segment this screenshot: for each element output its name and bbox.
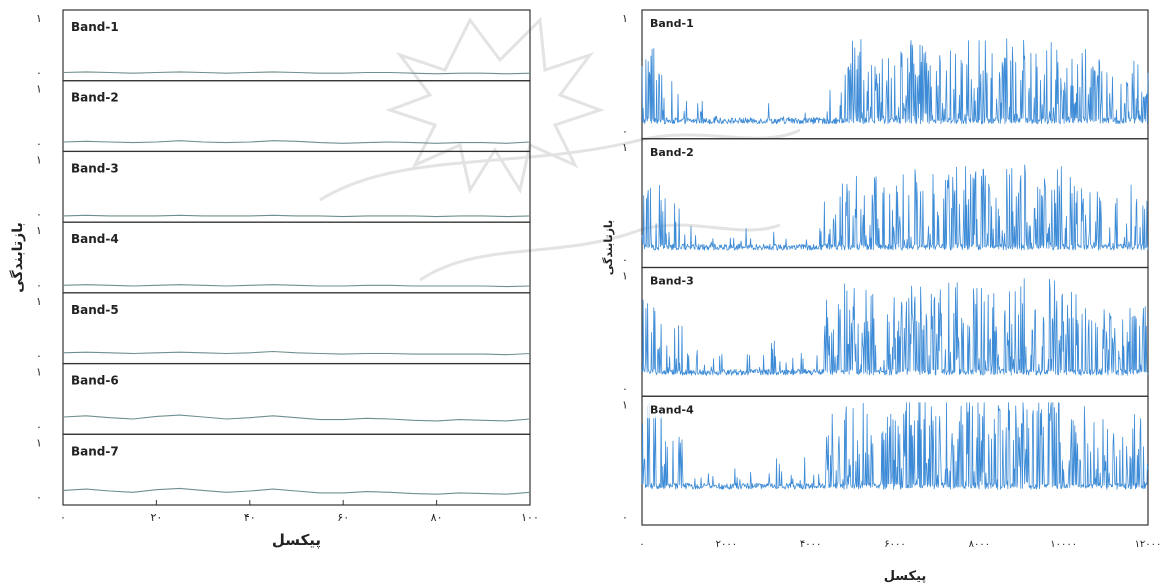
x-tick-label: ۸۰۰۰ (969, 539, 990, 550)
y-axis-label: بازتابندگی (602, 220, 615, 275)
panel-frame (62, 9, 531, 82)
x-tick-label: ۲۰ (150, 511, 162, 524)
y-tick-label: ۱ (622, 12, 628, 25)
y-tick-label: ۰ (36, 491, 42, 504)
x-tick-label: ۰ (639, 539, 644, 550)
panel-frame (62, 221, 531, 294)
right-chart: Band-1 ۱ ۰ Band-2 ۱ ۰ Band-3 ۱ ۰ Band-4 ۱ ۰ ۰ ۲۰۰۰ ۴۰۰… (602, 9, 1162, 584)
y-tick-label: ۰ (622, 254, 628, 267)
y-tick-label: ۱ (36, 224, 42, 237)
panel-label: Band-4 (650, 403, 694, 416)
y-tick-label: ۱ (622, 270, 628, 283)
panel-label-bg (646, 14, 700, 32)
y-tick-label: ۱ (622, 141, 628, 154)
panel-label: Band-4 (71, 232, 119, 246)
series-line (62, 71, 531, 75)
y-tick-label: ۰ (622, 511, 628, 524)
x-axis-label: پیکسل (272, 531, 321, 550)
panel-label: Band-2 (71, 91, 119, 105)
y-tick-label: ۰ (622, 125, 628, 138)
x-tick-label: ۴۰۰۰ (800, 539, 821, 550)
series-line (62, 487, 531, 495)
y-tick-label: ۱ (36, 436, 42, 449)
watermark-seal (319, 16, 801, 282)
series-line (62, 284, 531, 288)
x-tick-label: ۲۰۰۰ (716, 539, 737, 550)
panel-label-bg (646, 271, 700, 290)
y-tick-label: ۱ (36, 153, 42, 166)
panel-label-bg (646, 400, 700, 419)
x-axis-label: پیکسل (884, 569, 927, 584)
y-tick-label: ۱ (36, 295, 42, 308)
y-tick-label: ۱ (36, 12, 42, 25)
series-line (62, 140, 531, 144)
series-line (641, 402, 1149, 490)
y-tick-label: ۰ (622, 382, 628, 395)
x-tick-label: ۱۰۰ (521, 511, 539, 524)
series-line (641, 38, 1149, 125)
x-tick-label: ۴۰ (244, 511, 256, 524)
x-tick-label: ۱۰۰۰۰ (1050, 539, 1077, 550)
y-axis-label: بازتابندگی (9, 222, 26, 292)
panel-label: Band-2 (650, 146, 694, 159)
panel-label: Band-3 (71, 161, 119, 175)
y-tick-label: ۰ (36, 420, 42, 433)
panel-label: Band-6 (71, 374, 119, 388)
series-line (641, 164, 1149, 251)
y-tick-label: ۰ (36, 137, 42, 150)
y-tick-label: ۱ (622, 398, 628, 411)
y-tick-label: ۰ (36, 350, 42, 363)
series-line (62, 414, 531, 422)
y-tick-label: ۱ (36, 83, 42, 96)
panel-frame (62, 362, 531, 435)
y-tick-label: ۰ (36, 208, 42, 221)
panel-label: Band-7 (71, 444, 119, 458)
panel-label: Band-5 (71, 303, 119, 317)
x-tick-label: ۰ (60, 511, 66, 524)
series-line (62, 214, 531, 218)
y-tick-label: ۰ (36, 279, 42, 292)
y-tick-label: ۱ (36, 366, 42, 379)
y-tick-label: ۰ (36, 67, 42, 80)
left-chart: Band-1۱۰Band-2۱۰Band-3۱۰Band-4۱۰Band-5۱۰… (9, 9, 539, 550)
series-line (641, 278, 1149, 376)
x-tick-label: ۶۰۰۰ (884, 539, 905, 550)
panel-label: Band-3 (650, 275, 694, 288)
series-line (62, 350, 531, 356)
panel-frame (62, 433, 531, 506)
panel-label: Band-1 (71, 20, 119, 34)
x-tick-label: ۶۰ (337, 511, 349, 524)
x-tick-label: ۸۰ (431, 511, 443, 524)
panel-label: Band-1 (650, 17, 694, 30)
x-tick-label: ۱۲۰۰۰ (1135, 539, 1162, 550)
panel-label-bg (646, 142, 700, 161)
